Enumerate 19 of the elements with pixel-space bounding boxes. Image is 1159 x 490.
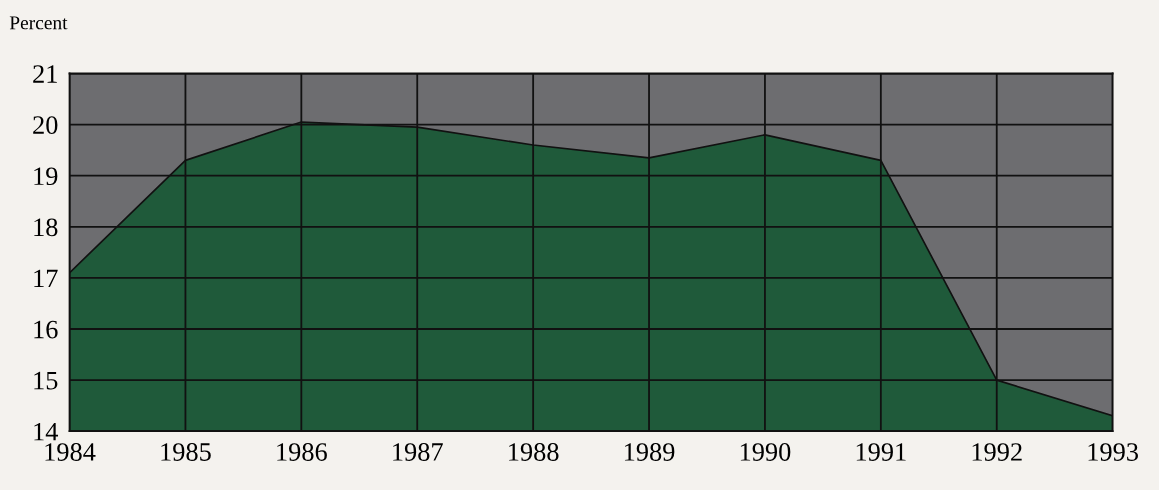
- y-tick-label: 19: [34, 167, 58, 186]
- y-tick-label: 20: [33, 116, 58, 135]
- y-tick-label: 18: [34, 218, 58, 237]
- x-tick-label: 1989: [624, 443, 675, 461]
- y-tick-label: 21: [33, 65, 57, 83]
- x-tick-label: 1993: [1088, 443, 1138, 461]
- x-tick-label: 1991: [856, 443, 906, 461]
- x-tick-label: 1986: [277, 443, 327, 461]
- x-tick-label: 1990: [740, 443, 791, 461]
- y-tick-label: 14: [34, 422, 59, 441]
- x-tick-label: 1984: [45, 443, 96, 461]
- x-tick-label: 1992: [972, 443, 1022, 461]
- x-tick-label: 1985: [161, 443, 211, 461]
- y-axis-title: Percent: [9, 16, 68, 30]
- y-tick-label: 17: [34, 269, 58, 288]
- y-tick-label: 16: [34, 320, 58, 339]
- x-tick-label: 1988: [509, 443, 559, 461]
- x-tick-label: 1987: [393, 443, 443, 461]
- y-tick-label: 15: [34, 371, 58, 390]
